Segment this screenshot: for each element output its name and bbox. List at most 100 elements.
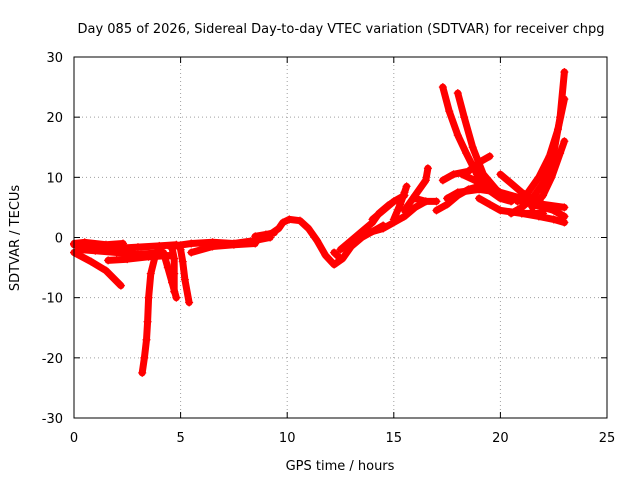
x-tick-label: 10	[279, 431, 296, 446]
series-track-i	[159, 248, 181, 302]
series-track-ae	[528, 137, 569, 212]
x-tick-label: 15	[386, 431, 403, 446]
data-point	[170, 254, 179, 263]
data-point	[507, 194, 516, 203]
data-point	[432, 206, 441, 215]
series-trace	[160, 249, 180, 302]
data-point	[421, 176, 430, 185]
data-point	[423, 164, 432, 173]
x-axis-label: GPS time / hours	[286, 459, 395, 474]
data-point	[180, 275, 189, 284]
y-tick-label: -10	[42, 292, 63, 307]
data-point	[336, 245, 345, 254]
x-tick-label: 25	[599, 431, 616, 446]
series-track-f	[138, 245, 164, 377]
data-point	[330, 260, 339, 269]
data-point	[251, 232, 260, 241]
data-point	[549, 206, 558, 215]
x-tick-label: 20	[492, 431, 509, 446]
data-point	[453, 89, 462, 98]
data-point	[547, 173, 556, 182]
series-trace	[70, 238, 127, 249]
series-track-s	[368, 191, 409, 224]
series-trace	[364, 197, 430, 237]
data-point	[143, 317, 152, 326]
data-point	[101, 266, 110, 275]
data-point	[165, 242, 174, 251]
data-point	[539, 200, 548, 209]
data-point	[517, 209, 526, 218]
data-point	[379, 206, 388, 215]
data-point	[560, 68, 569, 77]
data-point	[347, 236, 356, 245]
data-point	[321, 251, 330, 260]
series-track-ad	[513, 95, 569, 206]
data-point	[453, 188, 462, 197]
series-track-t	[411, 194, 441, 206]
series-trace	[187, 240, 259, 256]
data-point	[295, 216, 304, 225]
series-track-c	[70, 248, 125, 290]
data-point	[142, 335, 151, 344]
data-point	[560, 95, 569, 104]
data-point	[379, 224, 388, 233]
data-point	[479, 170, 488, 179]
series-track-o	[330, 248, 345, 263]
data-point	[485, 200, 494, 209]
data-point	[400, 191, 409, 200]
data-point	[140, 353, 149, 362]
data-point	[229, 240, 238, 249]
series-trace	[70, 249, 125, 290]
data-point	[492, 188, 501, 197]
x-tick-label: 0	[70, 431, 78, 446]
data-point	[485, 152, 494, 161]
data-point	[553, 125, 562, 134]
series-track-b	[70, 238, 128, 249]
data-point	[507, 209, 516, 218]
data-point	[313, 236, 322, 245]
data-point	[185, 298, 194, 307]
data-point	[285, 215, 294, 224]
data-point	[336, 254, 345, 263]
data-point	[274, 224, 283, 233]
data-point	[560, 203, 569, 212]
data-point	[119, 239, 128, 248]
data-point	[133, 243, 142, 252]
data-point	[163, 263, 172, 272]
data-point	[266, 230, 275, 239]
data-point	[368, 215, 377, 224]
plot-frame	[73, 56, 608, 419]
data-point	[475, 194, 484, 203]
data-point	[513, 197, 522, 206]
series-track-h	[176, 245, 194, 307]
y-tick-label: 10	[46, 171, 63, 186]
data-point	[468, 143, 477, 152]
data-point	[251, 239, 260, 248]
data-point	[534, 173, 543, 182]
x-tick-label: 5	[176, 431, 184, 446]
data-point	[481, 182, 490, 191]
data-point	[364, 228, 373, 237]
series-trace	[177, 246, 193, 306]
data-point	[411, 194, 420, 203]
data-point	[432, 197, 441, 206]
y-tick-label: -20	[42, 352, 63, 367]
data-point	[178, 257, 187, 266]
data-point	[101, 240, 110, 249]
y-axis-label: SDTVAR / TECUs	[8, 185, 23, 292]
data-point	[453, 131, 462, 140]
data-point	[443, 194, 452, 203]
data-point	[496, 206, 505, 215]
series-trace	[401, 164, 432, 214]
data-point	[470, 176, 479, 185]
data-point	[112, 248, 121, 257]
y-tick-label: -30	[42, 412, 63, 427]
data-point	[172, 293, 181, 302]
data-point	[357, 227, 366, 236]
data-point	[402, 182, 411, 191]
data-point	[208, 242, 217, 251]
data-point	[549, 215, 558, 224]
data-point	[168, 278, 177, 287]
data-point	[123, 255, 132, 264]
